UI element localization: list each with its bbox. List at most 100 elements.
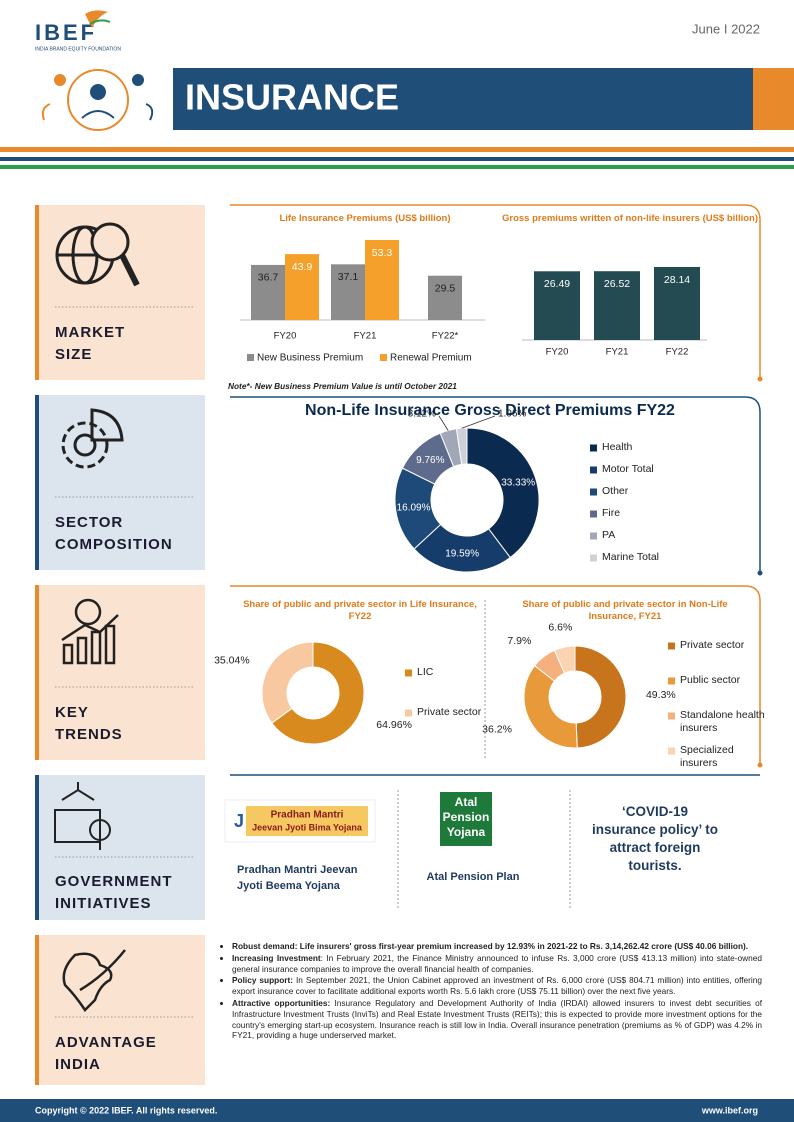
section-label: SECTOR — [55, 514, 123, 531]
bullet-text: In September 2021, the Union Cabinet app… — [232, 975, 762, 997]
bullet: Robust demand: Life insurers' gross firs… — [232, 941, 762, 952]
x-tick-label: FY21 — [606, 347, 629, 358]
section-label: INDIA — [55, 1056, 101, 1073]
x-tick-label: FY21 — [354, 331, 377, 342]
header-icons — [41, 69, 154, 131]
bar — [428, 275, 462, 320]
logo-text: Pradhan Mantri — [271, 810, 344, 821]
bar — [251, 264, 285, 320]
content-frames — [230, 204, 763, 910]
site: www.ibef.org — [701, 1105, 758, 1115]
legend-label: Health — [602, 441, 633, 453]
value-label: 7.9% — [507, 635, 531, 647]
bullet-lead: Attractive opportunities: — [232, 997, 331, 1008]
page-title: INSURANCE — [185, 77, 399, 118]
section-label: MARKET — [55, 324, 125, 341]
legend-label: Private sector — [680, 639, 745, 651]
logo-box — [246, 806, 368, 836]
bullet: Attractive opportunities: Insurance Regu… — [232, 998, 762, 1041]
donut-slice — [271, 641, 365, 745]
title-bar-accent — [753, 68, 794, 130]
donut-slice — [523, 665, 578, 749]
legend-label: Standalone health insurers — [680, 709, 765, 734]
logo-box — [440, 792, 492, 846]
section-label: ADVANTAGE — [55, 1034, 157, 1051]
icon-trends — [61, 598, 119, 665]
icon-market — [55, 222, 140, 287]
legend-swatch — [380, 354, 387, 361]
legend-swatch — [590, 444, 597, 452]
icon-sector — [61, 408, 124, 469]
note: Note*- New Business Premium Value is unt… — [228, 381, 457, 391]
x-tick-label: FY22* — [432, 331, 459, 342]
initiative-caption: Pradhan Mantri Jeevan Jyoti Beema Yojana — [237, 864, 358, 892]
value-label: 9.76% — [416, 455, 444, 466]
chart-title: Life Insurance Premiums (US$ billion) — [279, 213, 451, 224]
bullet: Increasing Investment: In February 2021,… — [232, 953, 762, 975]
legend-label: PA — [602, 529, 616, 541]
legend-label: Marine Total — [602, 551, 660, 563]
logo-text: Atal — [455, 795, 478, 809]
donut-slice — [455, 427, 468, 465]
legend-swatch — [590, 466, 597, 474]
logo-text: Jeevan Jyoti Bima Yojana — [252, 822, 363, 832]
donut-slice — [261, 641, 314, 724]
value-label: 35.04% — [214, 655, 250, 667]
value-label: 33.33% — [501, 478, 535, 489]
x-tick-label: FY20 — [546, 347, 569, 358]
legend-swatch — [668, 677, 675, 685]
value-label: 6.6% — [548, 621, 572, 633]
bullet: Policy support: In September 2021, the U… — [232, 975, 762, 997]
bullets: Robust demand: Life insurers' gross firs… — [222, 941, 762, 1041]
footer-bar — [0, 1099, 794, 1122]
legend-label: New Business Premium — [257, 353, 363, 364]
bullet-text: : In February 2021, the Finance Ministry… — [232, 952, 762, 974]
bar — [534, 271, 580, 340]
donut-slice — [553, 645, 576, 674]
icon-india — [62, 949, 126, 1012]
value-label: 43.9 — [292, 261, 313, 273]
legend-label: Private sector — [417, 706, 482, 718]
bullet-lead: Increasing Investment — [232, 952, 321, 963]
logo-text: Yojana — [447, 825, 486, 839]
value-label: 3.12% — [408, 409, 436, 420]
value-label: 64.96% — [376, 719, 412, 731]
chart-title: Share of public and private sector in Li… — [243, 599, 477, 622]
section-panels — [35, 205, 205, 1085]
bar — [331, 264, 365, 320]
logo-swoosh — [89, 19, 111, 25]
value-label: 26.49 — [544, 278, 570, 290]
stripe — [0, 165, 794, 169]
value-label: 36.7 — [258, 272, 279, 284]
stripe — [0, 147, 794, 152]
legend-swatch — [247, 354, 254, 361]
leader-line — [461, 415, 496, 429]
legend-swatch — [668, 642, 675, 650]
stripe — [0, 157, 794, 161]
value-label: 29.5 — [435, 283, 456, 295]
legend-swatch — [590, 532, 597, 540]
section-label: COMPOSITION — [55, 536, 173, 553]
value-label: 28.14 — [664, 274, 690, 286]
value-label: 49.3% — [646, 689, 676, 701]
legend-swatch — [405, 669, 412, 677]
x-tick-label: FY20 — [274, 331, 297, 342]
value-label: 37.1 — [338, 271, 359, 283]
bullet-text: Insurance Regulatory and Development Aut… — [232, 997, 762, 1041]
legend-label: LIC — [417, 666, 434, 678]
logo: IBEF — [35, 20, 97, 45]
leader-line — [438, 415, 449, 431]
bar — [654, 267, 700, 340]
date: June I 2022 — [692, 21, 760, 36]
legend-swatch — [405, 709, 412, 717]
section-label: KEY — [55, 704, 89, 721]
icon-government — [54, 782, 111, 850]
legend-label: Public sector — [680, 674, 741, 686]
legend-label: Specialized insurers — [680, 744, 734, 769]
chart-title: Gross premiums written of non-life insur… — [501, 213, 758, 224]
bullet-lead: Robust demand: Life insurers' gross firs… — [232, 941, 749, 951]
legend-swatch — [590, 510, 597, 518]
logo-mark: J — [234, 811, 244, 831]
initiative-caption: Atal Pension Plan — [426, 871, 520, 883]
